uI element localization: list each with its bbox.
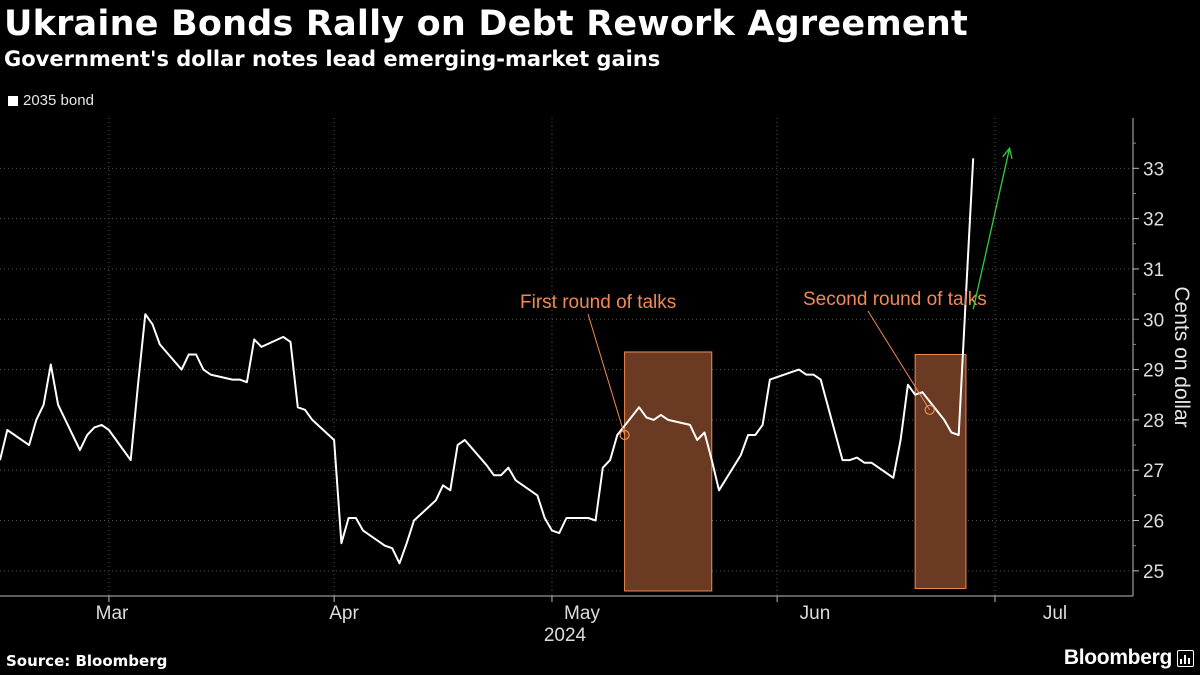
rally-arrow-head [1002,146,1013,160]
rally-arrow-shaft [972,148,1011,310]
legend-label: 2035 bond [23,92,94,109]
x-year-label: 2024 [544,625,587,646]
brand-logo-text: Bloomberg [1063,646,1172,669]
annotation-label: First round of talks [520,292,676,313]
x-tick-label: Jun [800,603,831,624]
x-tick-label: May [564,603,600,624]
annotation-marker [924,404,935,415]
highlight-second-round [914,353,967,589]
legend-swatch [8,95,18,106]
y-tick-label: 28 [1143,411,1164,432]
y-tick-label: 33 [1143,159,1164,180]
source-note: Source: Bloomberg [6,652,168,670]
y-tick-label: 32 [1143,210,1164,231]
y-tick-label: 31 [1143,260,1164,281]
y-tick-label: 27 [1143,461,1164,482]
annotation-marker [619,429,630,441]
series-line-2035-bond [0,158,975,565]
x-tick-label: Apr [329,603,359,624]
chart-subtitle: Government's dollar notes lead emerging-… [4,47,661,71]
y-tick-label: 25 [1143,562,1164,583]
highlight-first-round [624,351,713,592]
y-tick-label: 29 [1143,361,1164,382]
y-axis-title: Cents on dollar [1170,286,1193,427]
annotation-leader-line [867,310,931,411]
y-tick-label: 30 [1143,310,1164,331]
annotation-leader-line [587,313,626,436]
y-tick-label: 26 [1143,512,1164,533]
bar-chart-icon [1177,650,1194,667]
legend: 2035 bond [8,92,94,109]
annotation-label: Second round of talks [803,289,987,310]
x-tick-label: Jul [1043,603,1067,624]
chart-title: Ukraine Bonds Rally on Debt Rework Agree… [4,4,968,44]
x-tick-label: Mar [96,603,129,624]
